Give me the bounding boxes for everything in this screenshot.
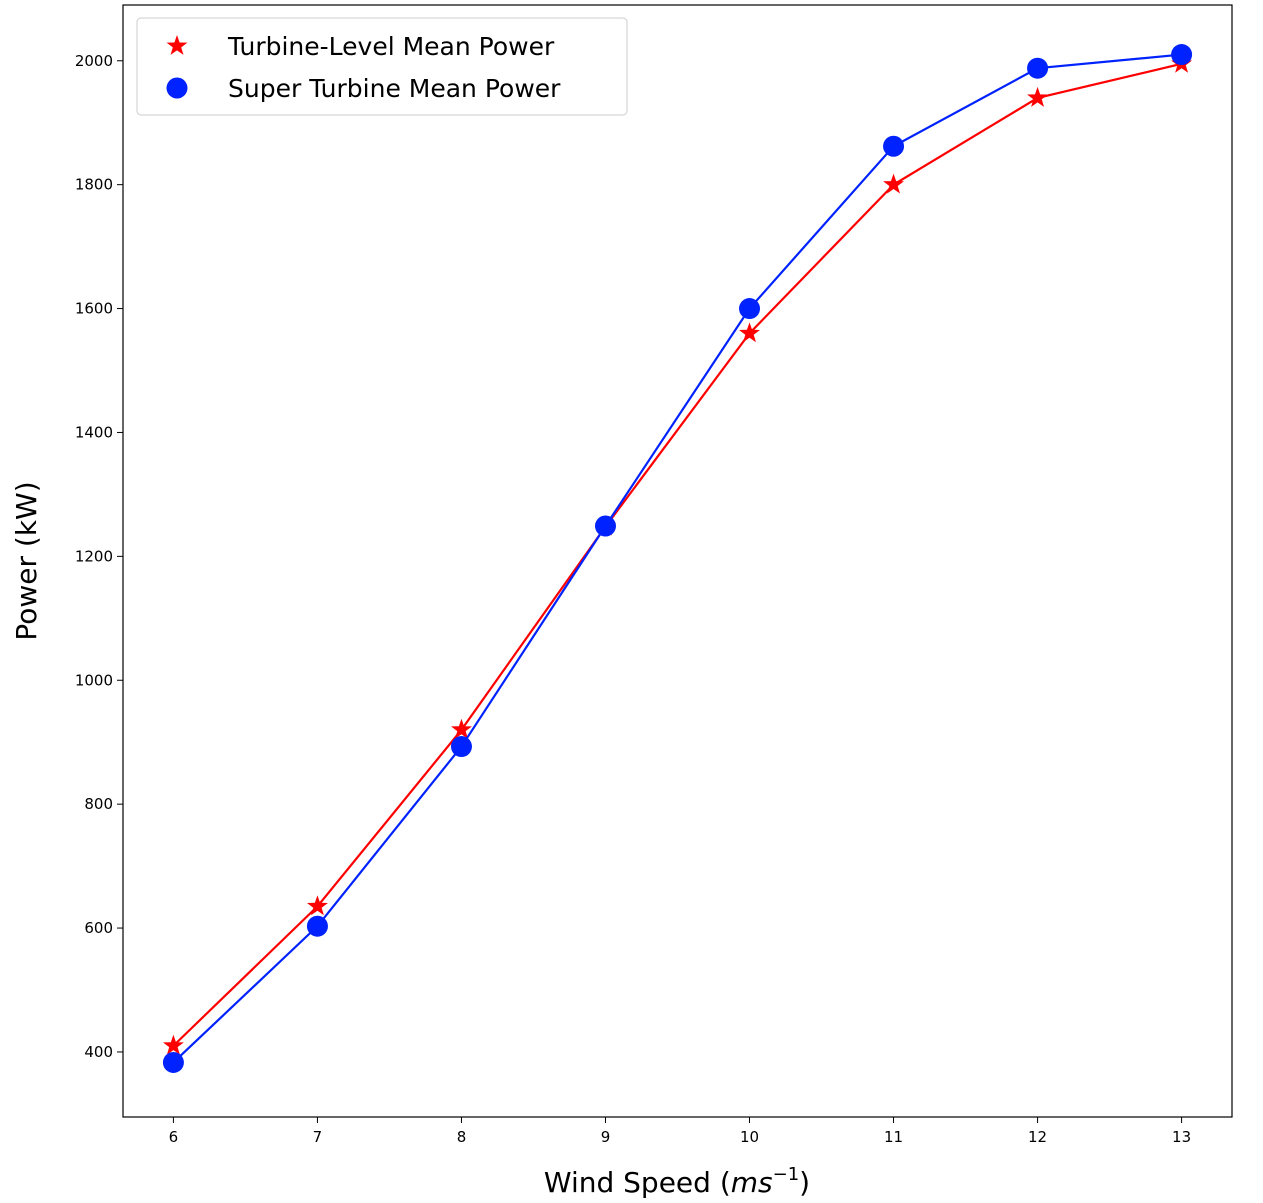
series-1-point: [883, 135, 905, 157]
legend-box: [136, 17, 628, 116]
y-axis: 400 600 800 1000 1200 1400 1600 1800 2000: [75, 52, 123, 1061]
series-1-point: [162, 1051, 184, 1073]
x-axis-title-text: Wind Speed (: [544, 1166, 731, 1199]
plot-area: [162, 44, 1193, 1073]
y-axis-title: Power (kW): [10, 481, 43, 640]
x-tick-label: 8: [457, 1128, 467, 1146]
series-1-point: [450, 736, 472, 758]
x-axis-title-exponent: −1: [773, 1164, 800, 1185]
plot-frame: [122, 4, 1233, 1118]
series-1-point: [594, 515, 616, 537]
series-line-0: [172, 62, 1182, 1047]
y-tick-label: 800: [84, 795, 113, 813]
series-1-point: [1171, 44, 1193, 66]
series-1-point: [306, 915, 328, 937]
series-line-1: [172, 53, 1182, 1064]
y-tick-label: 2000: [75, 52, 113, 70]
x-axis-title-math: ms: [731, 1166, 773, 1199]
x-axis: 6 7 8 9 10 11 12 13: [169, 1117, 1191, 1146]
x-axis-title: Wind Speed (ms−1): [544, 1164, 810, 1199]
y-tick-label: 1600: [75, 300, 113, 318]
y-tick-label: 400: [84, 1043, 113, 1061]
y-tick-label: 1200: [75, 547, 113, 565]
y-tick-label: 600: [84, 919, 113, 937]
x-tick-label: 13: [1172, 1128, 1191, 1146]
y-tick-label: 1800: [75, 176, 113, 194]
series-0-point: [451, 718, 472, 739]
series-0-point: [883, 173, 904, 194]
series-1-point: [1027, 57, 1049, 79]
legend-label-0: Turbine-Level Mean Power: [227, 32, 555, 61]
y-tick-label: 1400: [75, 423, 113, 441]
x-axis-title-end: ): [799, 1166, 810, 1199]
legend-label-1: Super Turbine Mean Power: [228, 74, 561, 103]
x-tick-label: 10: [740, 1128, 759, 1146]
series-0-point: [162, 1034, 184, 1055]
legend-marker-0: [166, 35, 188, 55]
legend-marker-1: [166, 77, 188, 99]
series-0-point: [1027, 86, 1049, 107]
legend: Turbine-Level Mean Power Super Turbine Me…: [136, 17, 628, 116]
x-tick-label: 7: [313, 1128, 323, 1146]
x-tick-label: 11: [884, 1128, 903, 1146]
series-0-point: [739, 322, 760, 343]
x-tick-label: 6: [169, 1128, 179, 1146]
series-1-point: [739, 298, 761, 320]
x-tick-label: 12: [1028, 1128, 1047, 1146]
y-tick-label: 1000: [75, 671, 113, 689]
series-0-point: [306, 895, 328, 916]
x-tick-label: 9: [601, 1128, 611, 1146]
